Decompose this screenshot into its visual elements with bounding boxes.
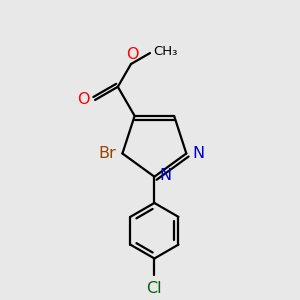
Text: O: O — [77, 92, 90, 107]
Text: CH₃: CH₃ — [153, 45, 177, 58]
Text: Cl: Cl — [147, 281, 162, 296]
Text: N: N — [193, 146, 205, 161]
Text: N: N — [160, 168, 172, 183]
Text: Br: Br — [98, 146, 116, 161]
Text: O: O — [126, 47, 139, 62]
